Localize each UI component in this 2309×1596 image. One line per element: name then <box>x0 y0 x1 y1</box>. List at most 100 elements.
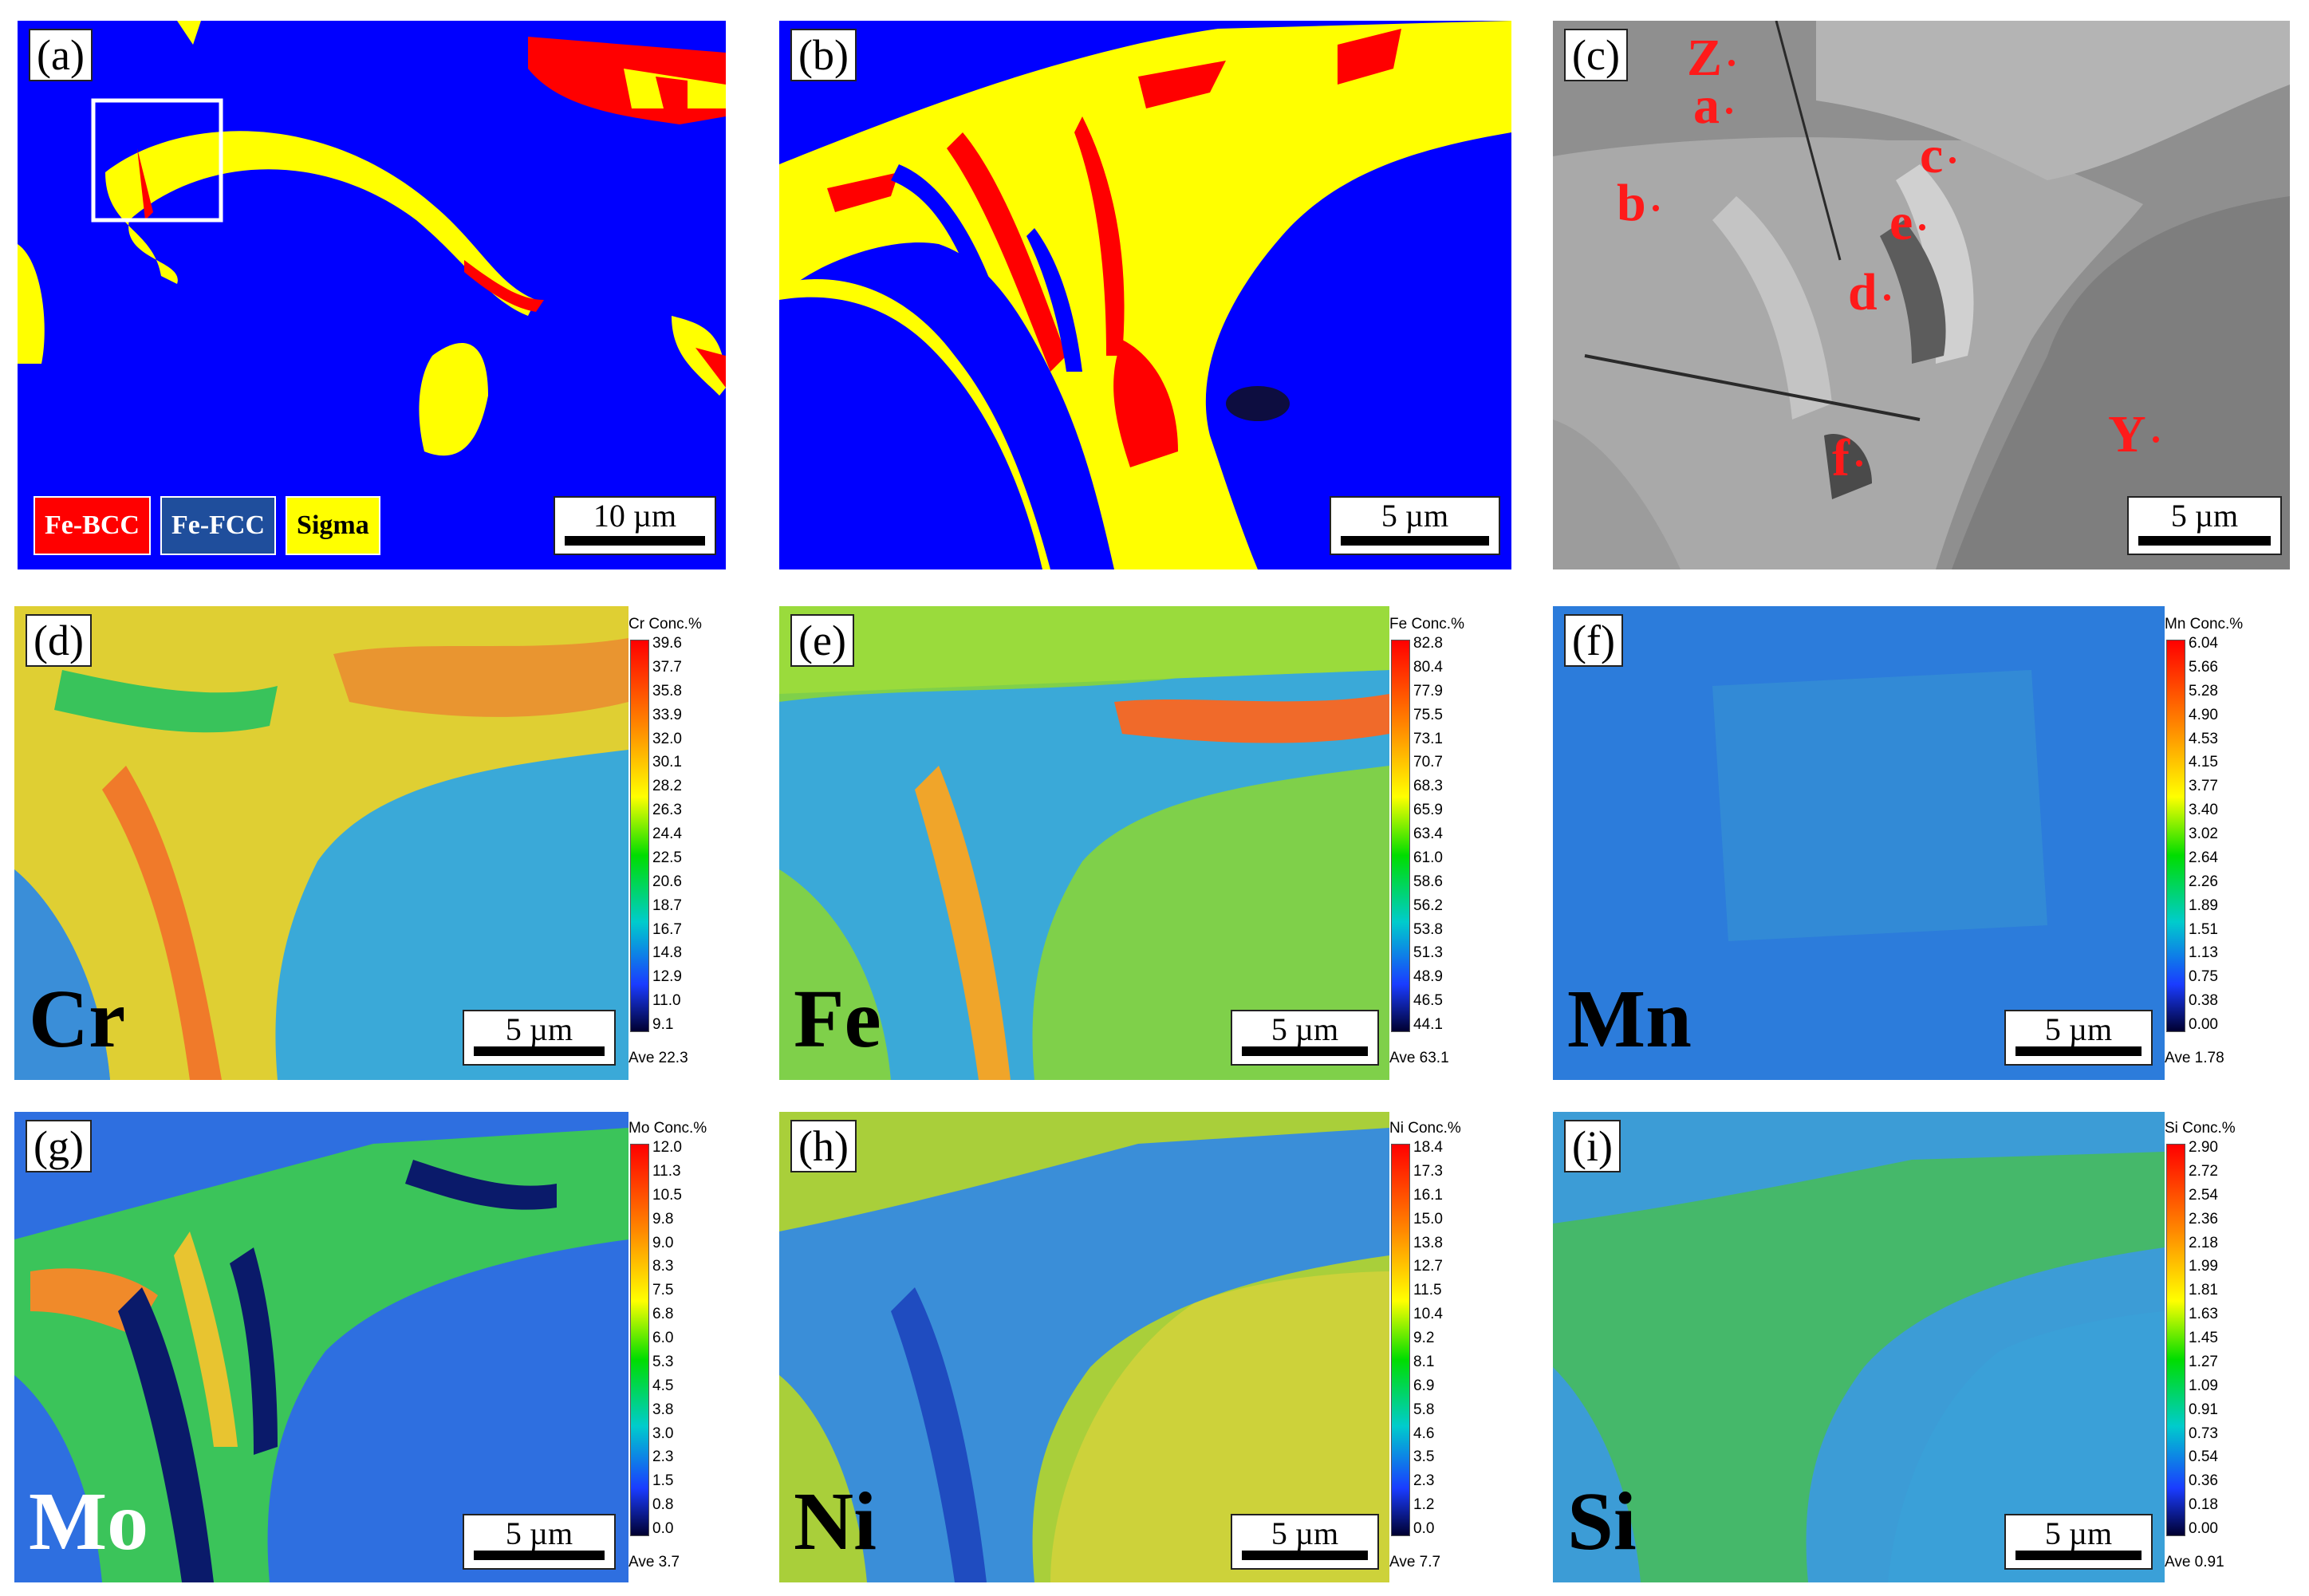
colorbar-tick-label: 2.3 <box>652 1448 674 1466</box>
sem-image <box>1553 21 2290 569</box>
colorbar-tick-label: 46.5 <box>1413 992 1443 1010</box>
colorbar-mo-ticks: 12.0 11.3 10.5 9.8 9.0 8.3 7.5 6.8 6.0 5.3 4.5 3.8 3… <box>652 1139 716 1538</box>
element-label-si: Si <box>1567 1476 1637 1567</box>
colorbar-tick-label: 1.2 <box>1413 1496 1435 1514</box>
colorbar-tick-label: 3.40 <box>2189 802 2218 819</box>
colorbar-tick-label: 0.0 <box>652 1520 674 1537</box>
colorbar-tick-label: 1.27 <box>2189 1353 2218 1370</box>
colorbar-mn-gradient <box>2166 640 2185 1032</box>
colorbar-cr-gradient <box>630 640 649 1032</box>
colorbar-tick-label: 30.1 <box>652 754 682 771</box>
colorbar-tick-label: 63.4 <box>1413 826 1443 842</box>
panel-e-label: (e) <box>790 614 854 667</box>
colorbar-ni-gradient <box>1391 1144 1410 1536</box>
colorbar-tick-label: 2.72 <box>2189 1162 2218 1180</box>
colorbar-tick-label: 1.09 <box>2189 1377 2218 1394</box>
colorbar-si-title: Si Conc.% <box>2165 1120 2236 1137</box>
point-f: f <box>1832 432 1862 485</box>
colorbar-tick-label: 3.0 <box>652 1425 674 1442</box>
colorbar-tick-label: 22.5 <box>652 849 682 866</box>
scale-bar-i: 5 µm <box>2004 1514 2153 1570</box>
colorbar-tick-label: 1.51 <box>2189 920 2218 938</box>
colorbar-tick-label: 39.6 <box>652 635 682 652</box>
scale-bar-h-label: 5 µm <box>1271 1515 1339 1551</box>
colorbar-tick-label: 3.02 <box>2189 826 2218 842</box>
colorbar-tick-label: 6.0 <box>652 1330 674 1346</box>
colorbar-cr-title: Cr Conc.% <box>628 616 702 632</box>
colorbar-tick-label: 77.9 <box>1413 682 1443 699</box>
colorbar-cr: Cr Conc.% 39.6 37.7 35.8 33.9 32.0 30.1 28.2 26… <box>628 616 724 1078</box>
point-c: c <box>1920 129 1956 182</box>
colorbar-tick-label: 1.81 <box>2189 1282 2218 1299</box>
phase-map-panel-b: (b) 5 µm <box>779 21 1511 569</box>
colorbar-tick-label: 1.89 <box>2189 897 2218 914</box>
colorbar-fe-average: Ave 63.1 <box>1389 1050 1449 1066</box>
eds-map-mo-image <box>14 1112 628 1582</box>
scale-bar-c-label: 5 µm <box>2170 498 2239 534</box>
colorbar-tick-label: 61.0 <box>1413 849 1443 866</box>
colorbar-mo: Mo Conc.% 12.0 11.3 10.5 9.8 9.0 8.3 7.5 6.8 6.0… <box>628 1120 724 1582</box>
scale-bar-e: 5 µm <box>1231 1010 1379 1066</box>
colorbar-tick-label: 53.8 <box>1413 920 1443 938</box>
colorbar-tick-label: 2.26 <box>2189 873 2218 890</box>
scale-bar-h-line <box>1242 1551 1368 1560</box>
colorbar-mn: Mn Conc.% 6.04 5.66 5.28 4.90 4.53 4.15 3.77 3.… <box>2165 616 2260 1078</box>
colorbar-mn-title: Mn Conc.% <box>2165 616 2244 632</box>
eds-map-mn-image <box>1553 606 2165 1080</box>
colorbar-tick-label: 4.15 <box>2189 754 2218 771</box>
scale-bar-d-label: 5 µm <box>505 1011 573 1047</box>
scale-bar-g-line <box>474 1551 605 1560</box>
colorbar-tick-label: 0.91 <box>2189 1401 2218 1418</box>
colorbar-tick-label: 68.3 <box>1413 778 1443 795</box>
colorbar-tick-label: 6.04 <box>2189 635 2218 652</box>
colorbar-tick-label: 0.38 <box>2189 992 2218 1010</box>
point-f-label: f <box>1832 429 1850 487</box>
colorbar-tick-label: 3.5 <box>1413 1448 1435 1466</box>
colorbar-cr-ticks: 39.6 37.7 35.8 33.9 32.0 30.1 28.2 26.3 24.4 22.5… <box>652 635 716 1034</box>
colorbar-tick-label: 3.8 <box>652 1401 674 1418</box>
colorbar-si: Si Conc.% 2.90 2.72 2.54 2.36 2.18 1.99 1.81 1.… <box>2165 1120 2260 1582</box>
panel-b-label: (b) <box>790 29 857 81</box>
colorbar-tick-label: 0.54 <box>2189 1448 2218 1466</box>
colorbar-tick-label: 10.4 <box>1413 1306 1443 1323</box>
point-d: d <box>1848 266 1890 319</box>
colorbar-tick-label: 12.0 <box>652 1139 682 1156</box>
panel-d-label: (d) <box>26 614 92 667</box>
colorbar-tick-label: 15.0 <box>1413 1210 1443 1228</box>
scale-bar-c: 5 µm <box>2127 496 2282 555</box>
eds-map-ni: (h) Ni 5 µm <box>779 1112 1389 1582</box>
colorbar-tick-label: 32.0 <box>652 730 682 747</box>
phase-map-a-image <box>18 21 726 569</box>
colorbar-tick-label: 1.45 <box>2189 1330 2218 1346</box>
scale-bar-i-label: 5 µm <box>2044 1515 2113 1551</box>
colorbar-tick-label: 51.3 <box>1413 944 1443 962</box>
point-d-label: d <box>1848 263 1878 321</box>
point-c-label: c <box>1920 126 1944 184</box>
point-a: a <box>1693 80 1732 132</box>
colorbar-tick-label: 73.1 <box>1413 730 1443 747</box>
colorbar-si-gradient <box>2166 1144 2185 1536</box>
colorbar-tick-label: 11.5 <box>1413 1282 1442 1299</box>
scale-bar-a-label: 10 µm <box>593 498 677 534</box>
colorbar-si-ticks: 2.90 2.72 2.54 2.36 2.18 1.99 1.81 1.63 1.45 1.27… <box>2189 1139 2252 1538</box>
colorbar-tick-label: 2.64 <box>2189 849 2218 866</box>
phase-map-panel-a: (a) Fe-BCC Fe-FCC Sigma 10 µm <box>18 21 726 569</box>
point-z: Z <box>1687 32 1736 85</box>
colorbar-tick-label: 2.18 <box>2189 1234 2218 1251</box>
colorbar-tick-label: 2.90 <box>2189 1139 2218 1156</box>
scale-bar-g-label: 5 µm <box>505 1515 573 1551</box>
scale-bar-a-line <box>565 536 705 546</box>
colorbar-tick-label: 28.2 <box>652 778 682 795</box>
colorbar-mo-average: Ave 3.7 <box>628 1554 680 1570</box>
colorbar-tick-label: 4.5 <box>652 1377 674 1394</box>
colorbar-si-average: Ave 0.91 <box>2165 1554 2224 1570</box>
colorbar-tick-label: 18.7 <box>652 897 682 914</box>
panel-c-label: (c) <box>1564 29 1628 81</box>
colorbar-tick-label: 2.3 <box>1413 1472 1435 1490</box>
point-e-label: e <box>1889 193 1913 251</box>
colorbar-tick-label: 37.7 <box>652 658 682 676</box>
panel-h-label: (h) <box>790 1120 857 1172</box>
legend-fe-fcc: Fe-FCC <box>160 496 277 555</box>
colorbar-ni-ticks: 18.4 17.3 16.1 15.0 13.8 12.7 11.5 10.4 9.2 8.1 6.… <box>1413 1139 1477 1538</box>
colorbar-tick-label: 0.75 <box>2189 968 2218 986</box>
